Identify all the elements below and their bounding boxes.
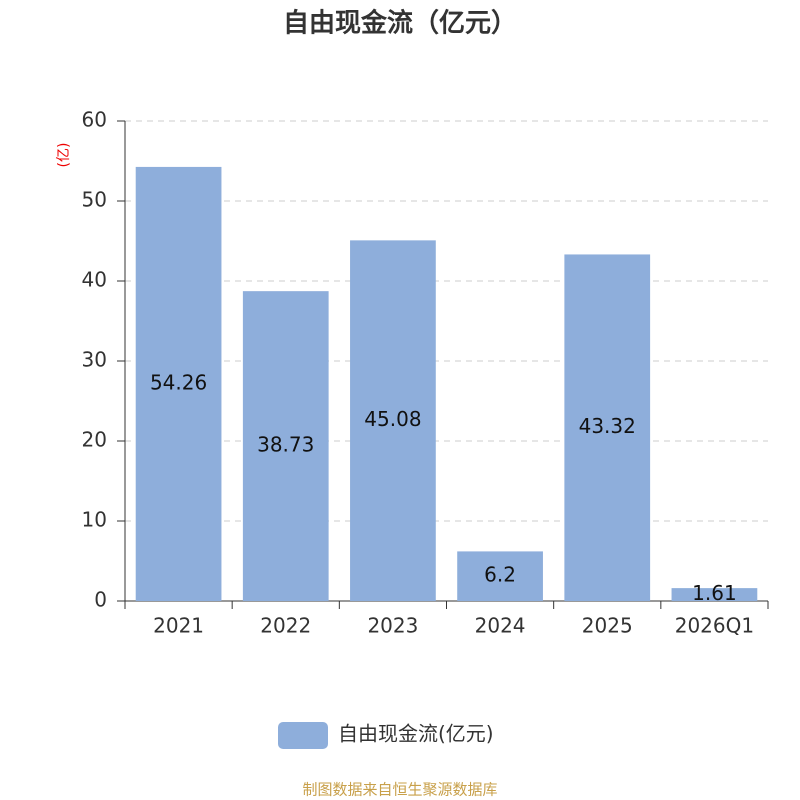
- bar: [564, 254, 651, 601]
- y-tick-label: 60: [82, 108, 107, 132]
- y-tick-label: 0: [94, 588, 107, 612]
- legend-label: 自由现金流(亿元): [338, 722, 494, 746]
- legend-swatch: [278, 722, 328, 749]
- y-tick-label: 30: [82, 348, 107, 372]
- x-tick-label: 2023: [367, 614, 418, 638]
- x-tick-label: 2022: [260, 614, 311, 638]
- x-tick-label: 2026Q1: [675, 614, 754, 638]
- x-tick-label: 2021: [153, 614, 204, 638]
- bar: [135, 166, 222, 602]
- y-tick-label: 50: [82, 188, 107, 212]
- data-label: 38.73: [257, 433, 314, 457]
- data-label: 54.26: [150, 370, 207, 394]
- bar: [350, 240, 436, 602]
- bar: [671, 588, 758, 601]
- data-label: 43.32: [579, 414, 636, 438]
- source-note: 制图数据来自恒生聚源数据库: [302, 781, 497, 799]
- bar: [457, 551, 543, 601]
- chart-title: 自由现金流（亿元）: [283, 8, 517, 39]
- x-tick-label: 2024: [475, 614, 526, 638]
- y-tick-label: 10: [82, 508, 107, 532]
- y-tick-label: 20: [82, 428, 107, 452]
- data-label: 6.2: [484, 563, 516, 587]
- y-axis-label: (亿): [56, 143, 72, 168]
- y-tick-label: 40: [82, 268, 107, 292]
- data-label: 1.61: [692, 581, 737, 605]
- x-tick-label: 2025: [582, 614, 633, 638]
- data-label: 45.08: [364, 407, 421, 431]
- bar: [242, 291, 329, 601]
